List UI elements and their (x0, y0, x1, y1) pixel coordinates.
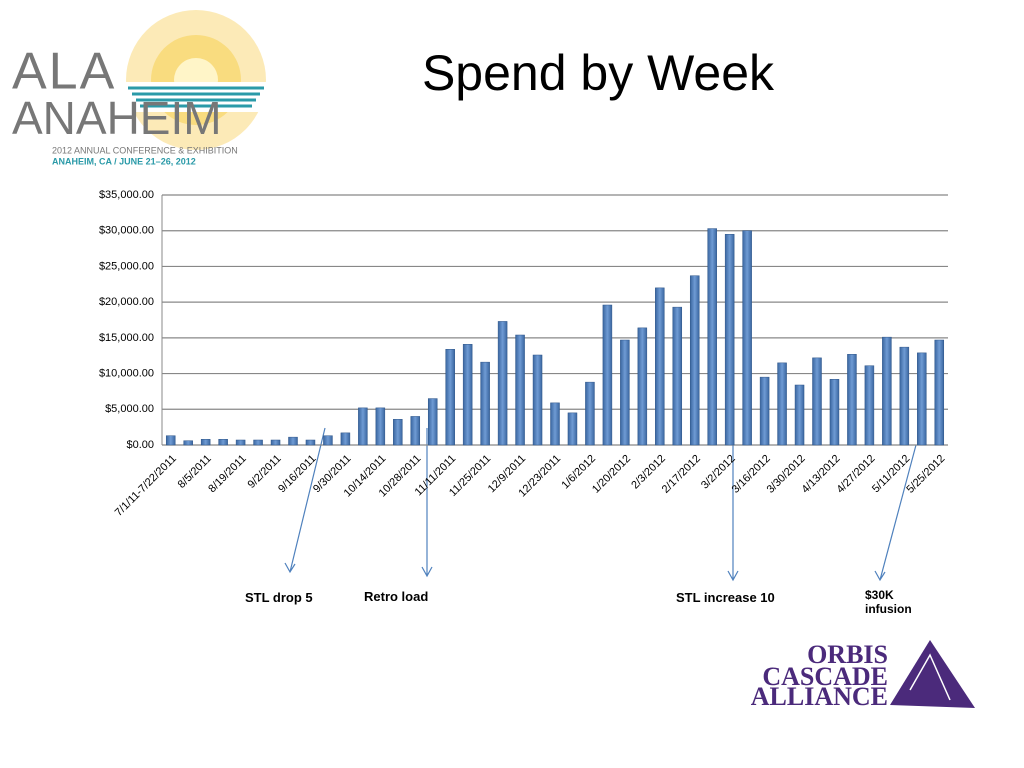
x-tick-label: 8/19/2011 (206, 453, 249, 496)
bar (829, 379, 840, 446)
orbis-logo: ORBIS CASCADE ALLIANCE (751, 640, 975, 711)
bar (864, 365, 875, 446)
y-tick-label: $35,000.00 (99, 189, 154, 201)
bar (777, 362, 787, 446)
bar (427, 398, 438, 446)
bar (585, 381, 595, 446)
bar (445, 349, 455, 446)
annotation: STL increase 10 (676, 590, 775, 605)
logo-text: ANAHEIM (12, 92, 222, 144)
bar (637, 327, 648, 446)
bar (288, 436, 298, 446)
bar (899, 346, 910, 446)
bar (812, 357, 822, 446)
bar (323, 435, 333, 446)
bar (917, 352, 927, 446)
bar (253, 439, 263, 446)
bar (393, 419, 403, 446)
bar (480, 361, 490, 446)
bar (655, 287, 665, 446)
y-tick-label: $5,000.00 (105, 403, 154, 415)
sunburst (120, 10, 272, 150)
y-tick-label: $15,000.00 (99, 332, 154, 344)
bar (759, 376, 770, 446)
logo-text: CASCADE (762, 662, 888, 691)
bar (602, 304, 613, 446)
y-tick-label: $0.00 (126, 439, 154, 451)
bar (532, 354, 543, 446)
y-tick-label: $25,000.00 (99, 260, 154, 272)
annotation: $30K infusion (865, 588, 912, 616)
logo-text: ANAHEIM, CA / JUNE 21–26, 2012 (52, 156, 196, 166)
bar (270, 439, 281, 446)
bar (497, 321, 508, 446)
bar (410, 416, 421, 446)
annotation: STL drop 5 (245, 590, 313, 605)
y-tick-label: $20,000.00 (99, 296, 154, 308)
bar (620, 339, 630, 446)
logo-text: ORBIS (807, 640, 888, 669)
bar (218, 439, 228, 446)
bar (165, 435, 176, 446)
y-tick-label: $10,000.00 (99, 367, 154, 379)
bar (847, 354, 857, 446)
x-tick-label: 1/20/2012 (590, 453, 633, 496)
bar (934, 339, 945, 446)
bar (724, 234, 735, 446)
x-tick-label: 2/17/2012 (660, 453, 703, 496)
bar (462, 344, 473, 446)
annotation: Retro load (364, 589, 429, 604)
logo-text: 2012 ANNUAL CONFERENCE & EXHIBITION (52, 145, 238, 155)
logo-text: ALA (12, 43, 116, 101)
x-tick-label: 7/1/11-7/22/2011 (113, 453, 179, 519)
x-tick-label: 4/27/2012 (834, 453, 877, 496)
bar (235, 439, 246, 446)
bar (707, 228, 717, 446)
bar (794, 384, 805, 446)
x-tick-label: 5/25/2012 (904, 453, 947, 496)
annotation-arrows (284, 427, 917, 582)
bar (340, 432, 351, 446)
bar (567, 412, 578, 446)
bar (689, 275, 700, 446)
bar (742, 230, 752, 446)
bar (375, 407, 386, 446)
bar (200, 439, 211, 446)
y-tick-label: $30,000.00 (99, 225, 154, 237)
bar (305, 439, 316, 446)
bar (183, 440, 193, 446)
bar (550, 402, 560, 446)
bar (672, 306, 683, 446)
chart-title: Spend by Week (422, 45, 775, 101)
bar (882, 336, 892, 446)
logo-text: ALLIANCE (751, 682, 888, 711)
bar (358, 407, 368, 446)
bar (515, 334, 525, 446)
